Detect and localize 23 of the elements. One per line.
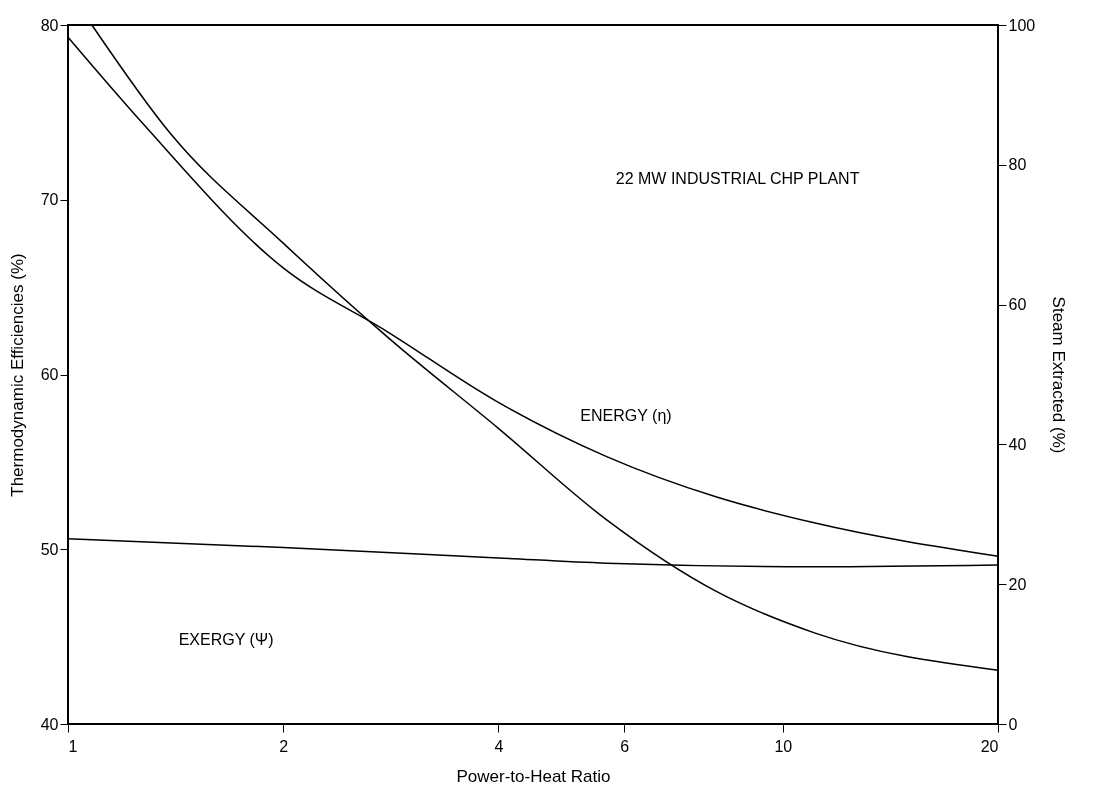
x-tick-label: 2 (279, 737, 289, 755)
y2-tick-label: 20 (1008, 575, 1027, 593)
x-tick-label: 1 (68, 737, 78, 755)
text: 22 MW INDUSTRIAL CHP PLANT (615, 169, 860, 187)
y-axis-title: Thermodynamic Efficiencies (%) (7, 253, 27, 497)
y2-tick-label: 60 (1008, 296, 1027, 314)
y-tick-label: 60 (40, 366, 59, 383)
x-tick-label: 4 (494, 737, 504, 755)
x-tick-label: 10 (774, 737, 793, 755)
y2-tick-label: 0 (1008, 715, 1018, 733)
y-tick-label: 80 (40, 16, 59, 34)
y2-axis-title: Steam Extracted (%) (1049, 296, 1069, 454)
y-tick-label: 70 (40, 191, 59, 209)
x-axis-title: Power-to-Heat Ratio (456, 766, 611, 786)
y2-tick-label: 100 (1008, 16, 1036, 34)
y2-tick-label: 40 (1008, 435, 1027, 453)
annotation: EXERGY (Ψ) (178, 631, 274, 649)
y2-tick-label: 80 (1008, 156, 1027, 174)
y-tick-label: 40 (40, 715, 59, 733)
annotation: ENERGY (η) (580, 407, 672, 425)
x-tick-label: 6 (620, 737, 630, 755)
x-tick-label: 20 (980, 737, 999, 755)
y-tick-label: 50 (40, 540, 59, 558)
